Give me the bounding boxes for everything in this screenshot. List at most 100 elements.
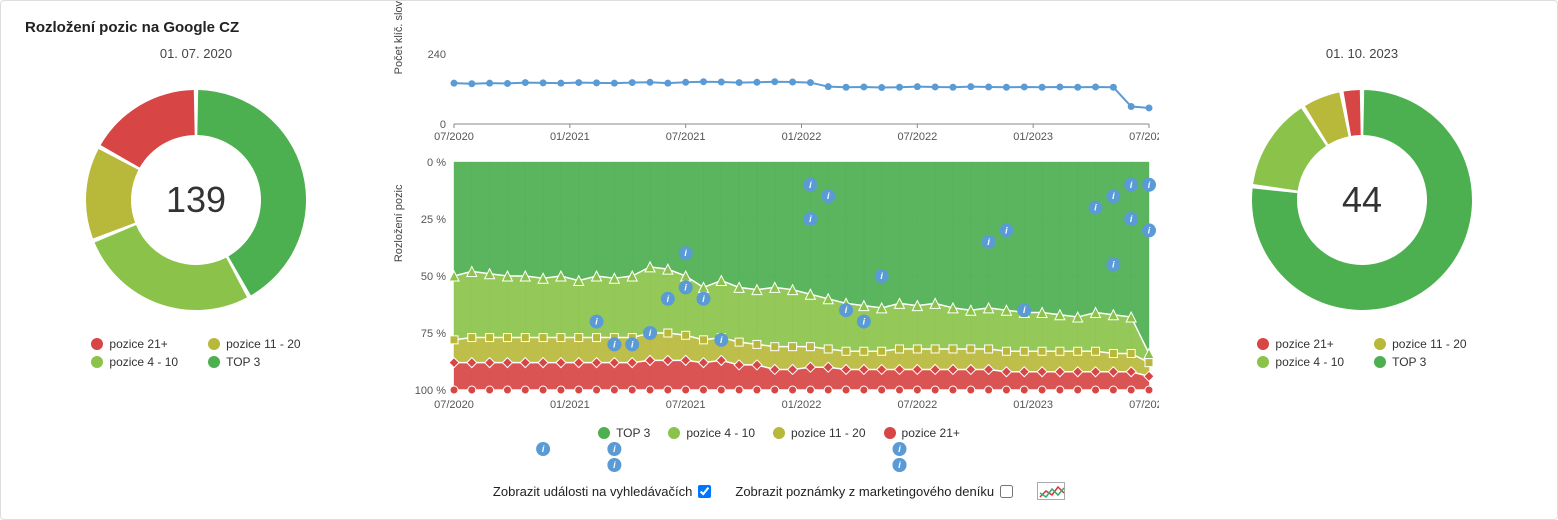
show-events-checkbox[interactable] [698,485,711,498]
area-marker[interactable] [753,386,761,394]
area-marker[interactable] [896,345,904,353]
area-marker[interactable] [931,386,939,394]
area-marker[interactable] [593,386,601,394]
line-point[interactable] [932,83,939,90]
area-marker[interactable] [575,386,583,394]
donut-slice[interactable] [95,225,247,310]
line-point[interactable] [1056,83,1063,90]
area-marker[interactable] [717,386,725,394]
line-point[interactable] [575,79,582,86]
area-marker[interactable] [503,334,511,342]
area-marker[interactable] [789,343,797,351]
line-point[interactable] [896,84,903,91]
area-marker[interactable] [1074,347,1082,355]
area-marker[interactable] [557,386,565,394]
donut-slice[interactable] [86,149,138,238]
legend-item[interactable]: pozice 11 - 20 [1374,337,1467,351]
area-marker[interactable] [468,334,476,342]
area-marker[interactable] [682,331,690,339]
area-marker[interactable] [1127,386,1135,394]
line-point[interactable] [1092,83,1099,90]
area-marker[interactable] [1074,386,1082,394]
area-marker[interactable] [664,329,672,337]
area-marker[interactable] [1002,347,1010,355]
area-marker[interactable] [575,334,583,342]
line-point[interactable] [1110,84,1117,91]
area-marker[interactable] [735,338,743,346]
area-marker[interactable] [949,386,957,394]
line-point[interactable] [1039,84,1046,91]
legend-item[interactable]: pozice 21+ [1257,337,1344,351]
legend-item[interactable]: TOP 3 [208,355,301,369]
line-point[interactable] [825,83,832,90]
area-marker[interactable] [878,386,886,394]
legend-item[interactable]: pozice 4 - 10 [1257,355,1344,369]
area-marker[interactable] [967,386,975,394]
line-point[interactable] [700,78,707,85]
legend-item[interactable]: TOP 3 [598,426,650,440]
legend-item[interactable]: pozice 11 - 20 [773,426,866,440]
area-marker[interactable] [486,386,494,394]
area-marker[interactable] [824,345,832,353]
area-marker[interactable] [735,386,743,394]
area-marker[interactable] [593,334,601,342]
area-marker[interactable] [753,340,761,348]
line-point[interactable] [504,80,511,87]
area-marker[interactable] [628,386,636,394]
legend-item[interactable]: pozice 4 - 10 [668,426,755,440]
area-marker[interactable] [949,345,957,353]
line-point[interactable] [1074,84,1081,91]
area-marker[interactable] [1056,386,1064,394]
area-marker[interactable] [985,345,993,353]
area-marker[interactable] [967,345,975,353]
line-point[interactable] [985,83,992,90]
area-marker[interactable] [931,345,939,353]
legend-item[interactable]: pozice 21+ [91,337,178,351]
legend-item[interactable]: pozice 11 - 20 [208,337,301,351]
area-marker[interactable] [806,343,814,351]
line-point[interactable] [843,84,850,91]
area-marker[interactable] [1038,347,1046,355]
area-marker[interactable] [1002,386,1010,394]
area-marker[interactable] [521,386,529,394]
area-marker[interactable] [1038,386,1046,394]
area-marker[interactable] [842,347,850,355]
area-marker[interactable] [682,386,690,394]
chart-toggle-icon[interactable] [1037,482,1065,500]
line-point[interactable] [914,83,921,90]
area-marker[interactable] [1020,347,1028,355]
legend-item[interactable]: TOP 3 [1374,355,1467,369]
line-point[interactable] [789,79,796,86]
line-point[interactable] [807,79,814,86]
area-marker[interactable] [557,334,565,342]
line-point[interactable] [522,79,529,86]
area-marker[interactable] [789,386,797,394]
area-marker[interactable] [896,386,904,394]
area-marker[interactable] [1056,347,1064,355]
line-point[interactable] [1146,104,1153,111]
area-marker[interactable] [450,386,458,394]
area-marker[interactable] [860,347,868,355]
line-point[interactable] [949,84,956,91]
donut-slice[interactable] [101,90,195,168]
area-marker[interactable] [468,386,476,394]
line-point[interactable] [682,79,689,86]
area-marker[interactable] [771,343,779,351]
line-point[interactable] [468,80,475,87]
area-marker[interactable] [1145,386,1153,394]
area-marker[interactable] [1092,347,1100,355]
area-marker[interactable] [860,386,868,394]
line-point[interactable] [664,80,671,87]
line-point[interactable] [540,79,547,86]
area-marker[interactable] [1109,386,1117,394]
legend-item[interactable]: pozice 21+ [884,426,960,440]
line-point[interactable] [1128,103,1135,110]
line-point[interactable] [557,80,564,87]
line-point[interactable] [611,80,618,87]
area-marker[interactable] [699,386,707,394]
area-marker[interactable] [824,386,832,394]
line-point[interactable] [718,79,725,86]
line-point[interactable] [1021,83,1028,90]
line-point[interactable] [647,79,654,86]
line-point[interactable] [753,79,760,86]
